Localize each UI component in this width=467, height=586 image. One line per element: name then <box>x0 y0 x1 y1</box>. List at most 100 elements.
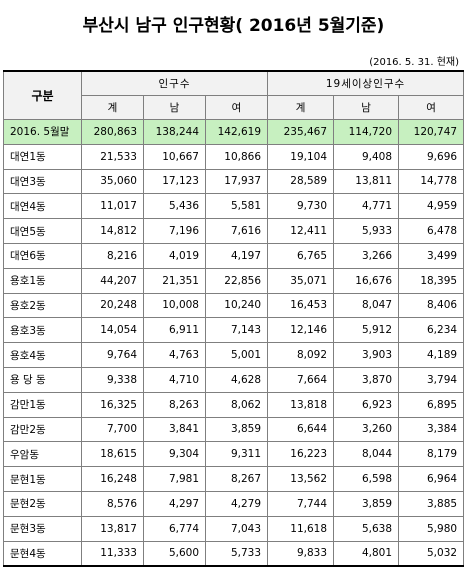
dong-name-cell: 대연1동 <box>3 143 82 170</box>
adult-male-cell: 5,933 <box>333 218 400 244</box>
dong-name-cell: 우암동 <box>3 441 82 468</box>
dong-name-cell: 문현1동 <box>3 466 82 492</box>
population-male-cell: 6,774 <box>143 515 206 542</box>
adult-female-cell: 4,189 <box>398 342 465 368</box>
adult-total-cell: 11,618 <box>267 515 335 542</box>
adult-female-cell: 5,032 <box>398 540 465 568</box>
adult-male-cell: 3,903 <box>333 342 400 368</box>
population-male-cell: 21,351 <box>143 267 206 294</box>
adult-total-cell: 16,223 <box>267 441 335 468</box>
table-row: 문현1동 16,248 7,981 8,267 13,562 6,598 6,964 <box>3 466 465 492</box>
adult-total-cell: 6,765 <box>267 242 335 269</box>
adult-total-cell: 16,453 <box>267 292 335 319</box>
adult-female-cell: 3,384 <box>398 416 465 443</box>
population-female-cell: 7,143 <box>204 317 269 344</box>
col-male-header: 남 <box>143 95 206 120</box>
adult-female-cell: 6,478 <box>398 218 465 244</box>
population-female-cell: 7,043 <box>204 515 269 542</box>
population-female-cell: 10,240 <box>204 292 269 319</box>
population-total-cell: 8,216 <box>81 242 144 269</box>
population-male-cell: 6,911 <box>143 317 206 344</box>
adult-female-cell: 6,964 <box>398 466 465 492</box>
dong-name-cell: 감만1동 <box>3 391 82 418</box>
population-male-cell: 5,436 <box>143 193 206 220</box>
table-row: 대연3동 35,060 17,123 17,937 28,589 13,811 14,778 <box>3 168 465 195</box>
adult-female-cell: 4,959 <box>398 193 465 220</box>
adult-female-cell: 6,234 <box>398 317 465 344</box>
table-row: 용 당 동 9,338 4,710 4,628 7,664 3,870 3,794 <box>3 366 465 393</box>
table-row: 대연4동 11,017 5,436 5,581 9,730 4,771 4,959 <box>3 193 465 220</box>
col-total-header: 계 <box>81 95 144 120</box>
adult-male-cell: 8,044 <box>333 441 400 468</box>
population-total-cell: 11,017 <box>81 193 144 220</box>
population-male-cell: 10,667 <box>143 143 206 170</box>
col-adult-female-header: 여 <box>398 95 465 120</box>
table-row: 용호1동 44,207 21,351 22,856 35,071 16,676 18,395 <box>3 267 465 294</box>
population-total-cell: 16,325 <box>81 391 144 418</box>
dong-name-cell: 용호2동 <box>3 292 82 319</box>
adult-female-cell: 5,980 <box>398 515 465 542</box>
table-row: 용호3동 14,054 6,911 7,143 12,146 5,912 6,234 <box>3 317 465 344</box>
adult-female-cell: 8,406 <box>398 292 465 319</box>
table-row: 감만2동 7,700 3,841 3,859 6,644 3,260 3,384 <box>3 416 465 443</box>
adult-male-cell: 16,676 <box>333 267 400 294</box>
dong-name-cell: 용 당 동 <box>3 366 82 393</box>
population-female-cell: 8,062 <box>204 391 269 418</box>
population-female-cell: 142,619 <box>204 119 269 145</box>
population-female-cell: 4,197 <box>204 242 269 269</box>
adult-male-cell: 114,720 <box>333 119 400 145</box>
adult-total-cell: 8,092 <box>267 342 335 368</box>
population-male-cell: 4,019 <box>143 242 206 269</box>
population-total-cell: 35,060 <box>81 168 144 195</box>
adult-male-cell: 4,771 <box>333 193 400 220</box>
population-male-cell: 7,196 <box>143 218 206 244</box>
adult-total-cell: 7,744 <box>267 490 335 517</box>
population-female-cell: 3,859 <box>204 416 269 443</box>
adult-male-cell: 4,801 <box>333 540 400 568</box>
population-male-cell: 17,123 <box>143 168 206 195</box>
adult-female-cell: 9,696 <box>398 143 465 170</box>
population-male-cell: 4,763 <box>143 342 206 368</box>
table-row: 문현3동 13,817 6,774 7,043 11,618 5,638 5,980 <box>3 515 465 542</box>
population-female-cell: 4,279 <box>204 490 269 517</box>
population-female-cell: 22,856 <box>204 267 269 294</box>
population-total-cell: 13,817 <box>81 515 144 542</box>
population-male-cell: 3,841 <box>143 416 206 443</box>
adult-male-cell: 3,859 <box>333 490 400 517</box>
page-title: 부산시 남구 인구현황( 2016년 5월기준) <box>82 16 385 36</box>
population-total-cell: 9,764 <box>81 342 144 368</box>
population-male-cell: 9,304 <box>143 441 206 468</box>
dong-name-cell: 문현3동 <box>3 515 82 542</box>
population-total-cell: 16,248 <box>81 466 144 492</box>
population-total-cell: 8,576 <box>81 490 144 517</box>
adult-male-cell: 9,408 <box>333 143 400 170</box>
adult-male-cell: 6,923 <box>333 391 400 418</box>
adult-female-cell: 8,179 <box>398 441 465 468</box>
dong-name-cell: 용호3동 <box>3 317 82 344</box>
dong-name-cell: 문현2동 <box>3 490 82 517</box>
adult-total-cell: 12,411 <box>267 218 335 244</box>
dong-name-cell: 감만2동 <box>3 416 82 443</box>
population-female-cell: 9,311 <box>204 441 269 468</box>
population-total-cell: 21,533 <box>81 143 144 170</box>
adult-male-cell: 3,266 <box>333 242 400 269</box>
population-male-cell: 4,297 <box>143 490 206 517</box>
population-total-cell: 18,615 <box>81 441 144 468</box>
table-row: 용호4동 9,764 4,763 5,001 8,092 3,903 4,189 <box>3 342 465 368</box>
adult-total-cell: 9,833 <box>267 540 335 568</box>
population-female-cell: 5,001 <box>204 342 269 368</box>
reference-date: (2016. 5. 31. 현재) <box>369 57 459 68</box>
population-male-cell: 4,710 <box>143 366 206 393</box>
adult-female-cell: 14,778 <box>398 168 465 195</box>
table-row: 대연1동 21,533 10,667 10,866 19,104 9,408 9,696 <box>3 143 465 170</box>
population-total-cell: 9,338 <box>81 366 144 393</box>
table-row: 용호2동 20,248 10,008 10,240 16,453 8,047 8,406 <box>3 292 465 319</box>
table-body: 2016. 5월말 280,863 138,244 142,619 235,467 114… <box>3 119 465 568</box>
population-female-cell: 7,616 <box>204 218 269 244</box>
population-female-cell: 10,866 <box>204 143 269 170</box>
adult-total-cell: 6,644 <box>267 416 335 443</box>
adult-female-cell: 3,885 <box>398 490 465 517</box>
adult-female-cell: 18,395 <box>398 267 465 294</box>
population-group-header: 인구수 <box>80 70 269 96</box>
population-female-cell: 8,267 <box>204 466 269 492</box>
